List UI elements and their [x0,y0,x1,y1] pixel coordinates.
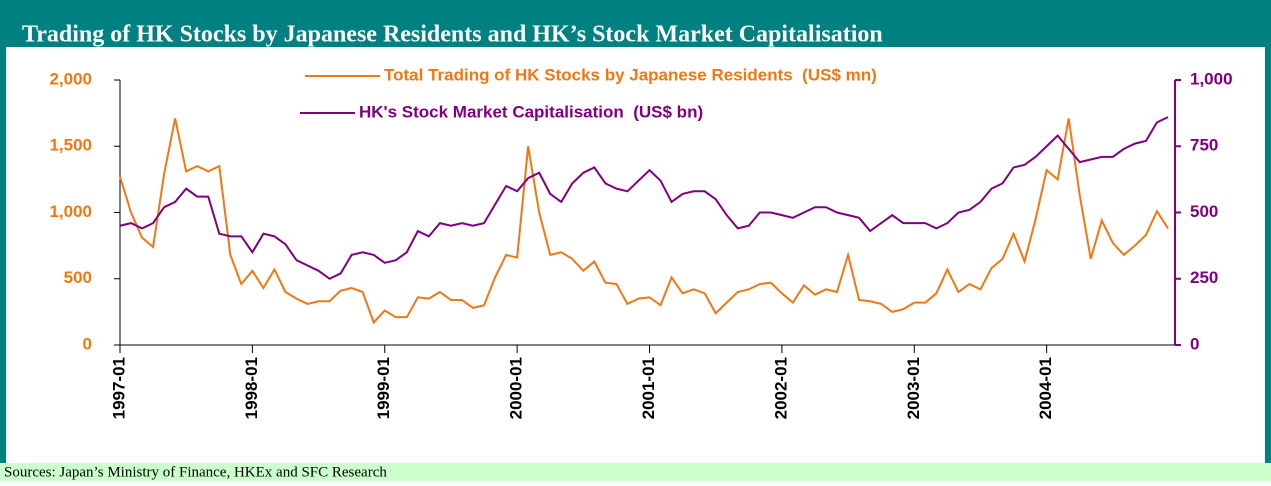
series-line [119,118,1169,325]
y-tick-label: 500 [64,268,92,287]
series-line [119,116,1169,280]
x-tick-label: 1999-01 [374,357,393,419]
chart-title: Trading of HK Stocks by Japanese Residen… [22,22,883,48]
y2-tick-label: 1,000 [1190,69,1233,88]
x-tick-label: 2001-01 [639,357,658,419]
x-tick-label: 1997-01 [109,357,128,419]
plot-background [6,47,1265,463]
y-tick-label: 0 [83,334,92,353]
x-tick-label: 1998-01 [242,357,261,419]
y-tick-label: 2,000 [49,69,92,88]
y2-tick-label: 750 [1190,136,1218,155]
x-tick-label: 2002-01 [771,357,790,419]
source-note: Sources: Japan’s Ministry of Finance, HK… [4,464,387,480]
legend-label: Total Trading of HK Stocks by Japanese R… [384,65,877,84]
y2-tick-label: 500 [1190,202,1218,221]
x-tick-label: 2003-01 [904,357,923,419]
y-tick-label: 1,500 [49,136,92,155]
y2-tick-label: 250 [1190,268,1218,287]
legend-label: HK's Stock Market Capitalisation (US$ bn… [359,102,703,121]
x-tick-label: 2004-01 [1036,357,1055,419]
y2-tick-label: 0 [1190,334,1199,353]
x-tick-label: 2000-01 [507,357,526,419]
y-tick-label: 1,000 [49,202,92,221]
source-bar [0,463,1271,481]
